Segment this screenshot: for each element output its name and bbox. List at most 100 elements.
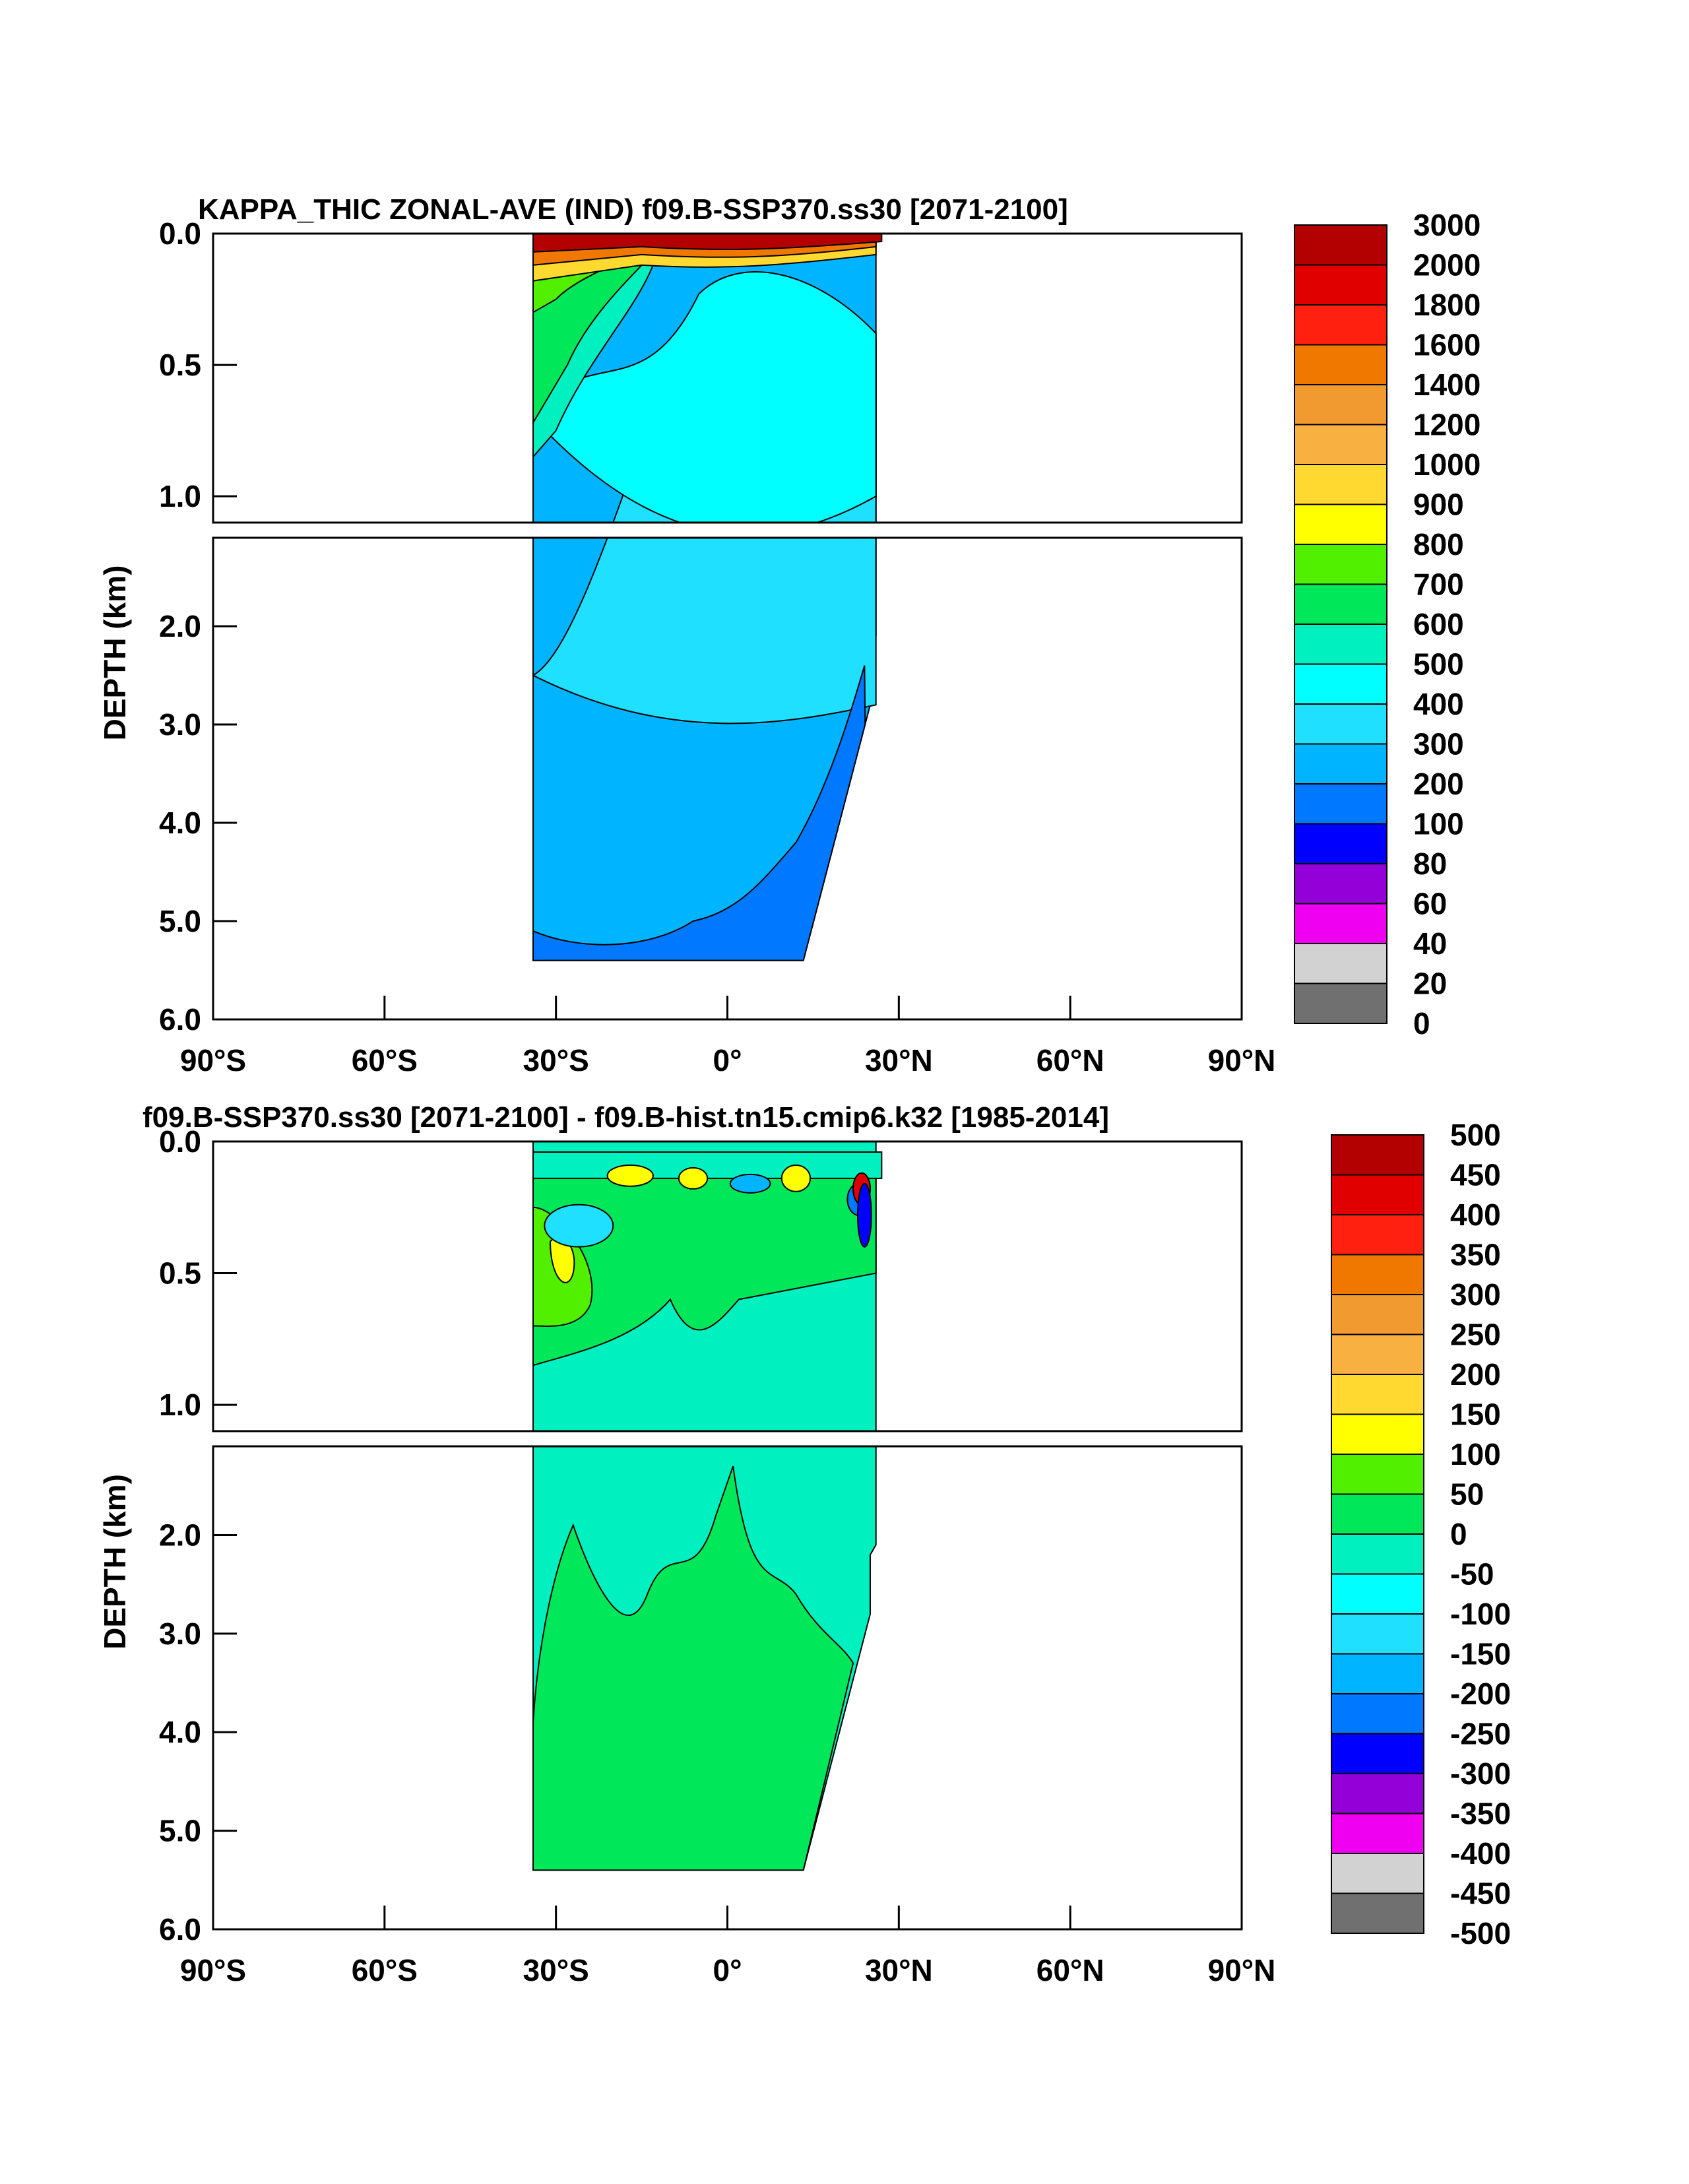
colorbar-label: 900 xyxy=(1413,488,1464,522)
colorbar-swatch xyxy=(1294,823,1387,864)
field-upper xyxy=(532,234,883,523)
colorbar-label: 300 xyxy=(1413,727,1464,761)
colorbar-label: 400 xyxy=(1413,687,1464,721)
y-tick-label: 2.0 xyxy=(159,1518,201,1552)
colorbar-swatch xyxy=(1294,703,1387,745)
x-tick-label: 60°S xyxy=(352,1043,418,1077)
colorbar-label: -100 xyxy=(1450,1597,1511,1631)
y-tick-label: 3.0 xyxy=(159,1617,201,1651)
colorbar-label: 350 xyxy=(1450,1238,1501,1272)
colorbar-label: 500 xyxy=(1413,647,1464,682)
colorbar-swatch xyxy=(1331,1214,1424,1256)
field-mid xyxy=(532,538,877,724)
x-tick-label: 90°N xyxy=(1208,1043,1276,1077)
y-tick-label: 0.0 xyxy=(159,216,201,251)
field-positive-upper xyxy=(532,1172,877,1366)
x-tick-label: 0° xyxy=(713,1953,742,1987)
y-tick-label: 0.5 xyxy=(159,1256,201,1291)
colorbar-swatch xyxy=(1331,1374,1424,1415)
y-tick-label: 6.0 xyxy=(159,1002,201,1037)
colorbar-swatch xyxy=(1294,863,1387,905)
frame-upper xyxy=(212,1140,1243,1432)
field-3000 xyxy=(532,234,883,253)
colorbar-swatch xyxy=(1294,663,1387,705)
colorbar-label: -250 xyxy=(1450,1717,1511,1751)
colorbar-swatch xyxy=(1294,384,1387,426)
field-150-c xyxy=(781,1164,812,1192)
colorbar-swatch xyxy=(1331,1454,1424,1495)
panel-2-difference: f09.B-SSP370.ss30 [2071-2100] - f09.B-hi… xyxy=(98,1101,1511,1987)
colorbar-swatch xyxy=(1331,1693,1424,1735)
field-neg-peak xyxy=(856,1182,872,1248)
colorbar-swatch xyxy=(1294,583,1387,625)
colorbar-swatch xyxy=(1331,1773,1424,1815)
colorbar-swatch xyxy=(1331,1613,1424,1655)
y-tick-label: 3.0 xyxy=(159,707,201,742)
colorbar-label: -450 xyxy=(1450,1877,1511,1911)
colorbar-swatch xyxy=(1294,304,1387,346)
colorbar-swatch xyxy=(1331,1853,1424,1894)
colorbar-label: -300 xyxy=(1450,1756,1511,1791)
field-lower xyxy=(532,1446,877,1871)
colorbar-label: 150 xyxy=(1450,1397,1501,1432)
x-tick-label: 30°S xyxy=(523,1953,589,1987)
colorbar-label: -400 xyxy=(1450,1836,1511,1871)
field-upper xyxy=(532,1141,883,1431)
chart-title: f09.B-SSP370.ss30 [2071-2100] - f09.B-hi… xyxy=(143,1101,1109,1134)
colorbar-label: 700 xyxy=(1413,567,1464,602)
x-tick-label: 60°N xyxy=(1036,1043,1104,1077)
colorbar-label: -350 xyxy=(1450,1797,1511,1831)
frame-upper xyxy=(212,232,1243,524)
colorbar-label: 80 xyxy=(1413,847,1447,881)
x-tick-label: 90°S xyxy=(180,1953,246,1987)
field-200-bottom xyxy=(532,665,866,961)
field-150-b xyxy=(678,1167,709,1190)
chart-title: KAPPA_THIC ZONAL-AVE (IND) f09.B-SSP370.… xyxy=(198,193,1068,226)
colorbar-swatch xyxy=(1294,982,1387,1024)
colorbar-swatch xyxy=(1294,783,1387,825)
field-150-a xyxy=(606,1164,654,1187)
field-lower xyxy=(532,538,877,961)
colorbar-swatch xyxy=(1331,1333,1424,1375)
colorbar-swatch xyxy=(1294,743,1387,785)
colorbar-swatch xyxy=(1294,464,1387,505)
colorbar-swatch xyxy=(1331,1493,1424,1535)
colorbar-swatch xyxy=(1331,1174,1424,1215)
colorbar-label: 2000 xyxy=(1413,248,1481,282)
colorbar-swatch xyxy=(1294,224,1387,266)
colorbar-swatch xyxy=(1331,1254,1424,1295)
colorbar-swatch xyxy=(1331,1813,1424,1854)
y-axis-label: DEPTH (km) xyxy=(98,1474,132,1650)
colorbar-label: 450 xyxy=(1450,1158,1501,1192)
y-axis-label: DEPTH (km) xyxy=(98,565,132,741)
colorbar-swatch xyxy=(1331,1413,1424,1455)
colorbar-label: 3000 xyxy=(1413,208,1481,242)
field-neg-b xyxy=(544,1204,614,1248)
x-tick-label: 30°N xyxy=(865,1043,933,1077)
colorbar-label: -150 xyxy=(1450,1637,1511,1671)
y-tick-label: 1.0 xyxy=(159,1388,201,1422)
colorbar-swatch xyxy=(1331,1892,1424,1934)
colorbar-swatch xyxy=(1294,544,1387,585)
colorbar-swatch xyxy=(1294,424,1387,465)
y-tick-label: 1.0 xyxy=(159,479,201,513)
y-tick-label: 0.0 xyxy=(159,1124,201,1159)
field-surface xyxy=(532,1151,883,1179)
x-tick-label: 90°S xyxy=(180,1043,246,1077)
y-tick-label: 2.0 xyxy=(159,609,201,643)
field-500 xyxy=(532,271,877,523)
colorbar-swatch xyxy=(1294,344,1387,385)
colorbar-label: -200 xyxy=(1450,1677,1511,1711)
panel-1-kappa-thic: KAPPA_THIC ZONAL-AVE (IND) f09.B-SSP370.… xyxy=(98,193,1481,1077)
y-tick-label: 4.0 xyxy=(159,1715,201,1749)
colorbar-swatch xyxy=(1294,903,1387,944)
field-neg-a xyxy=(729,1173,771,1194)
field-positive-deep xyxy=(532,1465,854,1871)
colorbar-label: 200 xyxy=(1413,767,1464,801)
colorbar-label: 100 xyxy=(1450,1437,1501,1471)
colorbar-swatch xyxy=(1294,943,1387,984)
colorbar-swatch xyxy=(1331,1573,1424,1615)
colorbar-label: 20 xyxy=(1413,967,1447,1001)
x-tick-label: 30°S xyxy=(523,1043,589,1077)
